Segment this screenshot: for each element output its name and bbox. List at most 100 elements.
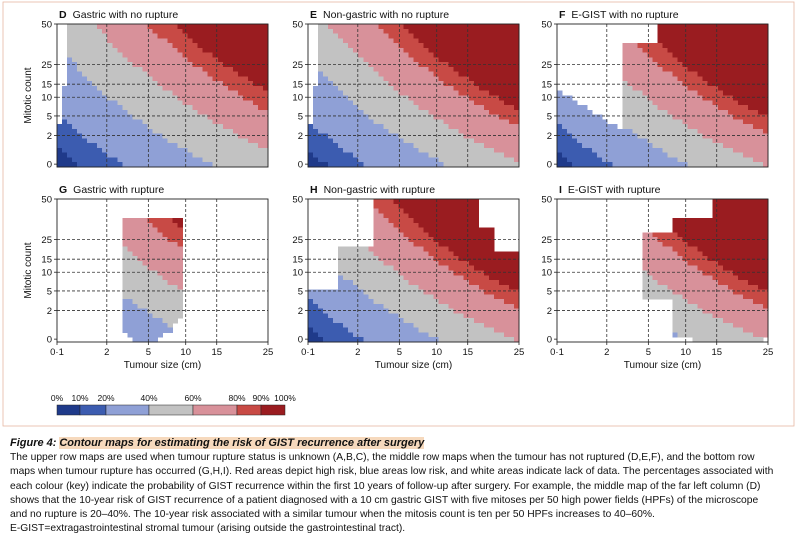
grid-lines <box>557 24 768 167</box>
grid-lines <box>308 199 519 342</box>
caption-label: Figure 4: <box>10 437 57 449</box>
x-tick-label: 5 <box>146 347 151 358</box>
y-tick-label: 25 <box>41 235 52 246</box>
panel-letter: F <box>559 9 566 21</box>
key-label: 20% <box>97 393 114 403</box>
y-tick-label: 50 <box>41 195 52 206</box>
y-tick-label: 0 <box>547 335 552 346</box>
key-label: 100% <box>274 393 296 403</box>
x-tick-label: 15 <box>462 347 473 358</box>
y-tick-label: 5 <box>298 111 303 122</box>
grid-lines <box>308 24 519 167</box>
contour-cells <box>557 24 769 168</box>
panel-letter: I <box>559 184 562 196</box>
y-tick-label: 25 <box>541 60 552 71</box>
contour-figure: D Gastric with no rupture50251510520Mitot… <box>2 1 795 427</box>
y-tick-label: 15 <box>41 255 52 266</box>
x-tick-label: 10 <box>180 347 191 358</box>
key-swatch <box>56 404 81 416</box>
contour-cells <box>308 199 520 343</box>
y-tick-label: 0 <box>47 160 52 171</box>
figure-border <box>2 1 795 427</box>
panel-frame <box>56 198 269 343</box>
key-swatch <box>236 404 262 416</box>
y-tick-label: 0 <box>298 335 303 346</box>
y-tick-label: 5 <box>47 286 52 297</box>
y-axis-label: Mitotic count <box>23 242 34 298</box>
key-label: 60% <box>184 393 201 403</box>
key-swatch <box>79 404 107 416</box>
caption-line: E-GIST=extragastrointestinal stromal tum… <box>10 523 406 535</box>
panel-letter: D <box>59 9 67 21</box>
panel-frame <box>307 198 520 343</box>
panel-frame <box>307 23 520 168</box>
y-axis-label: Mitotic count <box>23 67 34 123</box>
x-tick-label: 10 <box>680 347 691 358</box>
x-tick-label: 0·1 <box>50 347 64 358</box>
key-label: 90% <box>252 393 269 403</box>
contour-cells <box>122 218 183 343</box>
key-label: 80% <box>228 393 245 403</box>
x-tick-label: 2 <box>355 347 360 358</box>
x-tick-label: 15 <box>211 347 222 358</box>
panel-letter: E <box>310 9 317 21</box>
caption-title: Contour maps for estimating the risk of … <box>59 437 425 449</box>
key-label: 10% <box>71 393 88 403</box>
panel-title: D Gastric with no rupture <box>59 9 178 21</box>
y-tick-label: 10 <box>41 93 52 104</box>
contour-cells <box>642 199 769 343</box>
x-axis-label: Tumour size (cm) <box>124 360 201 371</box>
y-tick-label: 10 <box>541 268 552 279</box>
caption-line: The upper row maps are used when tumour … <box>10 452 755 464</box>
x-tick-label: 25 <box>263 347 274 358</box>
y-tick-label: 25 <box>292 60 303 71</box>
color-key: 0% 10% 20% 40% 60% 80% 90% 100% <box>51 393 296 416</box>
panel-frame <box>556 198 769 343</box>
x-tick-label: 25 <box>514 347 525 358</box>
x-axis-label: Tumour size (cm) <box>624 360 701 371</box>
y-tick-label: 25 <box>541 235 552 246</box>
y-tick-label: 10 <box>541 93 552 104</box>
x-tick-label: 5 <box>397 347 402 358</box>
x-tick-label: 15 <box>711 347 722 358</box>
panel-title: E Non-gastric with no rupture <box>310 9 449 21</box>
contour-panel: D Gastric with no rupture 50 25 15 10 5 2 0 Mitot… <box>23 9 269 171</box>
grid-lines <box>57 24 268 167</box>
panel-title: I E-GIST with rupture <box>559 184 661 196</box>
y-tick-label: 2 <box>298 306 303 317</box>
y-tick-label: 15 <box>541 80 552 91</box>
x-tick-label: 5 <box>646 347 651 358</box>
caption-line: shows that the 10-year risk of GIST recu… <box>10 494 759 506</box>
y-tick-label: 0 <box>298 160 303 171</box>
caption-line: maps when tumour rupture has occurred (G… <box>10 466 774 478</box>
y-tick-label: 25 <box>292 235 303 246</box>
y-tick-label: 15 <box>541 255 552 266</box>
x-tick-label: 25 <box>763 347 774 358</box>
key-swatch <box>192 404 238 416</box>
contour-cells <box>57 24 269 168</box>
y-tick-label: 50 <box>292 195 303 206</box>
contour-cells <box>308 24 520 168</box>
panel-frame <box>556 23 769 168</box>
figure-caption: Figure 4: Contour maps for estimating th… <box>10 436 794 536</box>
y-tick-label: 15 <box>41 80 52 91</box>
grid-lines <box>57 199 268 342</box>
caption-line: and no rupture is 20–40%. The 10-year ri… <box>10 509 655 521</box>
caption-line: each colour (key) indicate the probabili… <box>10 480 761 492</box>
y-tick-label: 2 <box>547 306 552 317</box>
y-tick-label: 5 <box>298 286 303 297</box>
y-tick-label: 15 <box>292 80 303 91</box>
y-tick-label: 2 <box>547 131 552 142</box>
key-label: 40% <box>140 393 157 403</box>
panel-title: H Non-gastric with rupture <box>310 184 435 196</box>
y-tick-label: 15 <box>292 255 303 266</box>
y-tick-label: 10 <box>292 93 303 104</box>
y-tick-label: 0 <box>47 335 52 346</box>
panel-title-text: Non-gastric with rupture <box>324 184 436 196</box>
y-tick-label: 2 <box>298 131 303 142</box>
panel-letter: H <box>310 184 318 196</box>
panel-title-text: E-GIST with no rupture <box>571 9 678 21</box>
panel-title-text: Gastric with no rupture <box>73 9 179 21</box>
